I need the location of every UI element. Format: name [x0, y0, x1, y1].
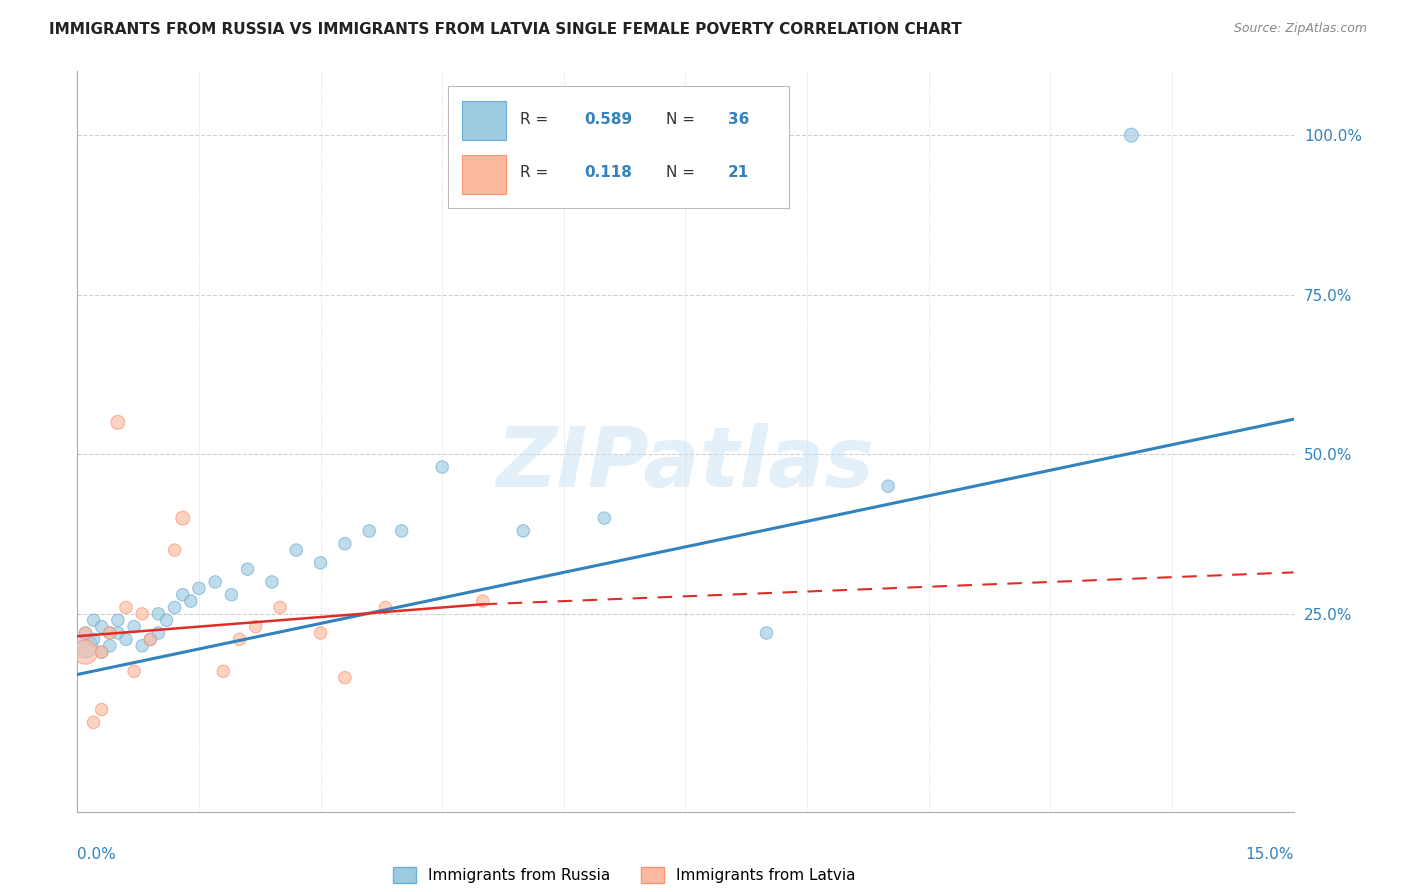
Point [285, 543, 308, 558]
Point [236, 562, 259, 576]
Point [359, 524, 381, 538]
Text: 15.0%: 15.0% [1246, 847, 1294, 863]
Point [333, 536, 356, 550]
Point [593, 511, 616, 525]
Point [163, 543, 186, 558]
Point [115, 600, 138, 615]
Point [98, 639, 121, 653]
Point [374, 600, 396, 615]
Text: IMMIGRANTS FROM RUSSIA VS IMMIGRANTS FROM LATVIA SINGLE FEMALE POVERTY CORRELATI: IMMIGRANTS FROM RUSSIA VS IMMIGRANTS FRO… [49, 22, 962, 37]
Point [333, 671, 356, 685]
Point [188, 582, 211, 596]
Point [90, 703, 112, 717]
Point [471, 594, 494, 608]
Point [1121, 128, 1143, 143]
Point [163, 600, 186, 615]
Point [755, 626, 778, 640]
Point [107, 416, 129, 430]
Point [155, 613, 177, 627]
Point [228, 632, 250, 647]
Point [83, 715, 105, 730]
Text: ZIPatlas: ZIPatlas [496, 423, 875, 504]
Point [107, 613, 129, 627]
Point [75, 645, 97, 659]
Point [221, 588, 243, 602]
Point [98, 626, 121, 640]
Point [172, 588, 194, 602]
Point [139, 632, 162, 647]
Point [75, 626, 97, 640]
Point [877, 479, 900, 493]
Point [131, 607, 153, 621]
Point [148, 607, 170, 621]
Point [432, 460, 454, 475]
Point [122, 665, 145, 679]
Point [309, 626, 332, 640]
Text: Source: ZipAtlas.com: Source: ZipAtlas.com [1233, 22, 1367, 36]
Point [172, 511, 194, 525]
Legend: Immigrants from Russia, Immigrants from Latvia: Immigrants from Russia, Immigrants from … [387, 861, 862, 889]
Point [180, 594, 202, 608]
Point [269, 600, 291, 615]
Point [131, 639, 153, 653]
Point [90, 645, 112, 659]
Point [212, 665, 235, 679]
Point [260, 574, 283, 589]
Point [107, 626, 129, 640]
Point [83, 613, 105, 627]
Point [391, 524, 413, 538]
Point [245, 619, 267, 633]
Point [122, 619, 145, 633]
Point [90, 619, 112, 633]
Text: 0.0%: 0.0% [77, 847, 117, 863]
Point [148, 626, 170, 640]
Point [512, 524, 534, 538]
Point [75, 626, 97, 640]
Point [83, 632, 105, 647]
Point [115, 632, 138, 647]
Point [139, 632, 162, 647]
Point [204, 574, 226, 589]
Point [309, 556, 332, 570]
Point [90, 645, 112, 659]
Point [98, 626, 121, 640]
Point [75, 639, 97, 653]
